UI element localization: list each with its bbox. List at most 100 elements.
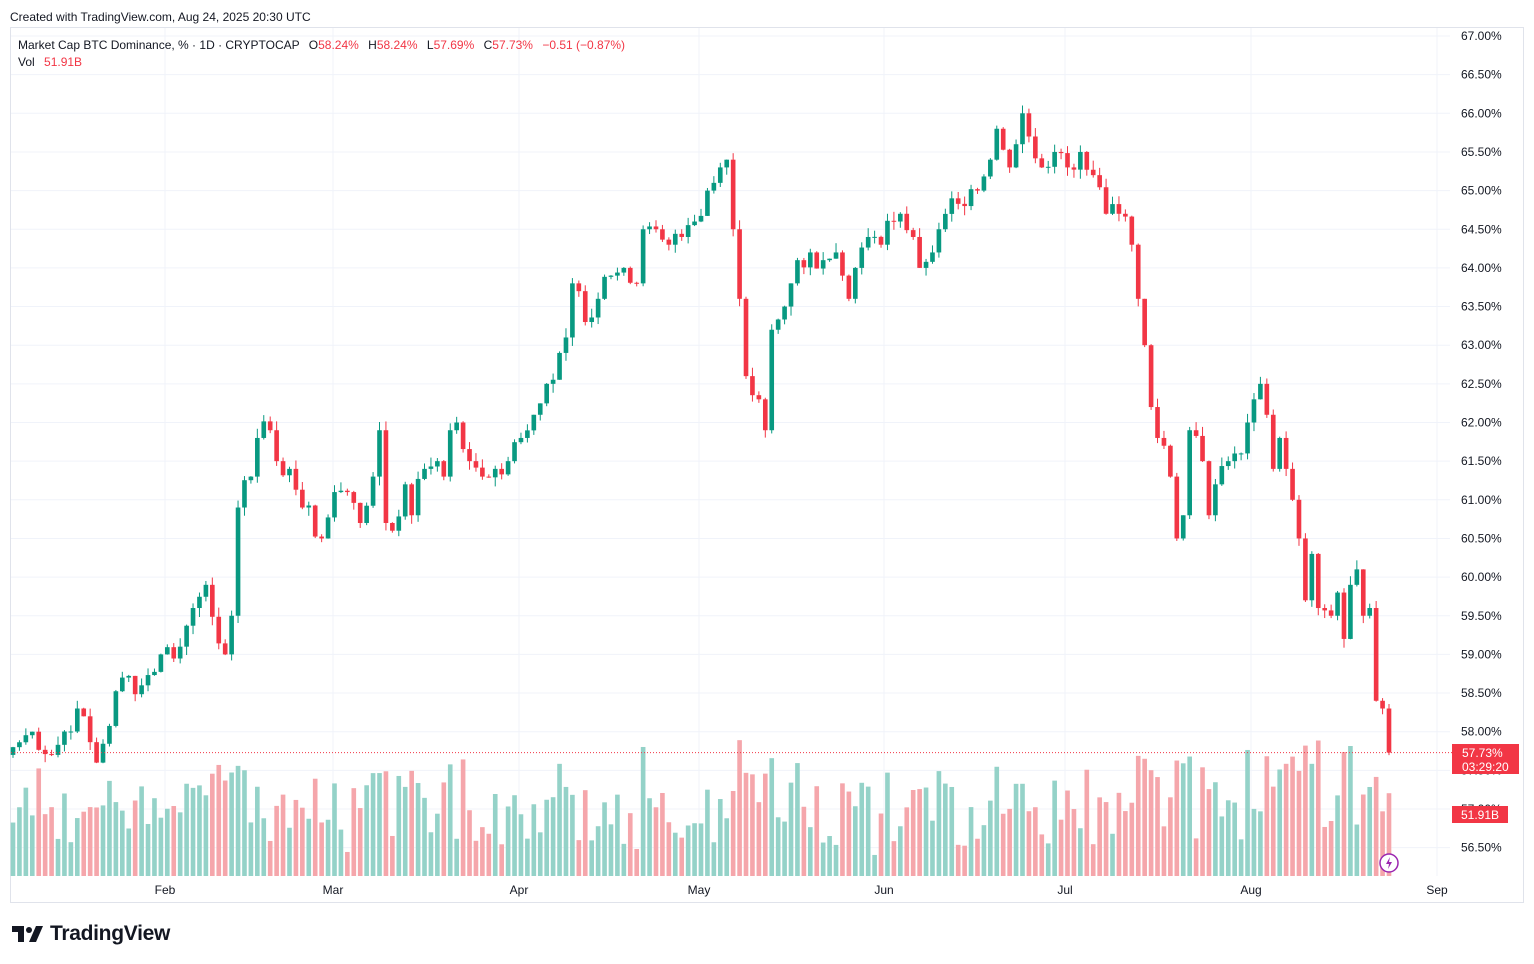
candle-body — [1187, 430, 1192, 516]
candle — [300, 482, 305, 510]
volume-bar — [859, 782, 865, 876]
candle-body — [1090, 169, 1096, 176]
candle-body — [711, 182, 717, 191]
candle — [537, 403, 543, 421]
volume-bar — [1354, 824, 1360, 876]
candle-body — [1290, 468, 1295, 500]
candle — [891, 211, 897, 230]
volume-bar — [846, 791, 852, 876]
candle-body — [441, 461, 447, 477]
price-tick-label: 59.50% — [1461, 609, 1502, 623]
volume-bar — [936, 771, 942, 876]
candle-body — [454, 422, 459, 431]
candle — [312, 504, 318, 539]
candle-body — [846, 275, 852, 299]
candle — [1116, 196, 1122, 222]
candle — [1232, 446, 1237, 469]
volume-bar — [698, 823, 704, 876]
volume-bar — [512, 795, 517, 876]
candle-body — [878, 236, 884, 245]
candle-body — [49, 754, 54, 756]
candle — [280, 457, 286, 477]
volume-bar — [152, 798, 157, 876]
candle — [795, 257, 800, 286]
volume-bar — [943, 783, 948, 876]
volume-bar — [1360, 794, 1366, 876]
time-tick-label: May — [688, 883, 711, 897]
volume-bar — [1142, 758, 1147, 876]
candle — [1045, 160, 1051, 174]
candle — [865, 228, 871, 251]
volume-bar — [139, 786, 144, 876]
candle — [743, 296, 749, 379]
candle — [840, 250, 845, 281]
candle — [653, 220, 659, 233]
volume-bar — [1013, 783, 1019, 876]
volume-bar — [68, 842, 74, 876]
volume-bar — [107, 780, 112, 876]
candle-body — [383, 430, 389, 523]
candle-body — [898, 213, 903, 222]
volume-bar — [505, 806, 511, 876]
volume-bar — [422, 797, 427, 876]
candle — [1219, 457, 1225, 486]
volume-bar — [1052, 780, 1057, 876]
candle — [563, 328, 569, 361]
candle — [505, 456, 511, 476]
candle — [1033, 128, 1038, 164]
volume-bar — [165, 808, 170, 876]
candle-body — [1065, 153, 1070, 168]
candle — [698, 208, 704, 223]
candle — [36, 727, 42, 751]
candle — [717, 162, 723, 187]
volume-bar — [904, 807, 910, 876]
candle-body — [762, 399, 768, 431]
volume-bar — [1084, 769, 1090, 876]
candle — [1052, 144, 1057, 174]
volume-bar — [949, 786, 955, 876]
candle-body — [1123, 213, 1128, 217]
candle-body — [801, 260, 807, 268]
candle-body — [1341, 592, 1347, 639]
candle — [518, 432, 524, 445]
candle — [1277, 436, 1283, 472]
candle-body — [345, 490, 350, 493]
volume-bar — [94, 807, 99, 876]
candle — [492, 465, 498, 487]
volume-bar — [1148, 770, 1154, 876]
candle-body — [267, 421, 273, 431]
candle-body — [132, 675, 138, 695]
candle-body — [1360, 569, 1366, 616]
price-tick-label: 66.50% — [1461, 68, 1502, 82]
volume-bar — [357, 808, 363, 876]
candle — [705, 187, 710, 216]
candle-body — [1386, 708, 1392, 753]
volume-bar — [1258, 811, 1263, 876]
volume-bar — [807, 827, 813, 876]
lightning-icon[interactable] — [1379, 853, 1399, 873]
candle — [383, 421, 389, 531]
volume-bar — [1155, 777, 1160, 876]
created-with-header: Created with TradingView.com, Aug 24, 20… — [10, 10, 311, 24]
candle — [910, 227, 916, 240]
volume-bar — [1000, 813, 1006, 876]
candle-body — [165, 647, 170, 655]
candle-body — [1071, 167, 1077, 170]
volume-bar — [203, 795, 209, 876]
time-tick-label: Mar — [323, 883, 344, 897]
candle-body — [840, 252, 845, 276]
candle-body — [724, 159, 730, 168]
volume-bar — [383, 771, 389, 876]
price-tick-label: 65.00% — [1461, 184, 1502, 198]
candle — [994, 125, 1000, 161]
brand-name: TradingView — [50, 922, 171, 945]
volume-bar — [370, 773, 376, 876]
candle — [473, 453, 479, 472]
volume-bar — [730, 790, 736, 876]
volume-bar — [801, 806, 807, 876]
candle — [1354, 560, 1360, 587]
candle-body — [364, 505, 369, 523]
candle — [672, 229, 678, 253]
candle-body — [377, 430, 382, 477]
